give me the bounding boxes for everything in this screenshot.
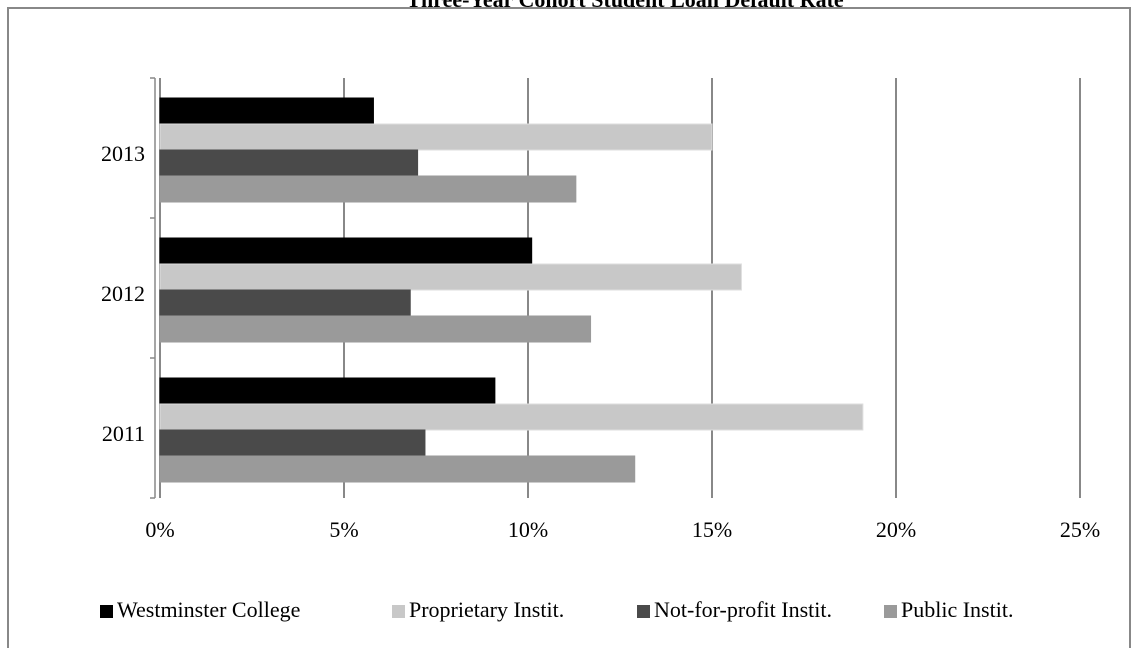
bar [159, 403, 864, 431]
x-tick-label: 25% [1060, 517, 1100, 542]
y-tick-label: 2013 [101, 141, 145, 166]
legend-swatch [637, 605, 650, 618]
legend-swatch [100, 605, 113, 618]
bar [159, 97, 374, 125]
bar [159, 149, 419, 177]
bar [159, 263, 742, 291]
y-tick-label: 2012 [101, 281, 145, 306]
legend-swatch [884, 605, 897, 618]
bar [159, 237, 533, 265]
bar [159, 455, 636, 483]
legend-label: Westminster College [117, 597, 300, 622]
x-tick-label: 0% [145, 517, 174, 542]
legend-label: Not-for-profit Instit. [654, 597, 832, 622]
x-tick-label: 20% [876, 517, 916, 542]
bar [159, 175, 577, 203]
bar [159, 289, 411, 317]
legend-swatch [392, 605, 405, 618]
chart-title: Three-Year Cohort Student Loan Default R… [406, 0, 844, 12]
x-tick-label: 5% [329, 517, 358, 542]
x-tick-label: 15% [692, 517, 732, 542]
x-tick-label: 10% [508, 517, 548, 542]
bar [159, 123, 713, 151]
bar [159, 377, 496, 405]
bar [159, 315, 592, 343]
y-tick-label: 2011 [102, 421, 145, 446]
legend-label: Public Instit. [901, 597, 1013, 622]
legend-label: Proprietary Instit. [409, 597, 564, 622]
bar [159, 429, 426, 457]
